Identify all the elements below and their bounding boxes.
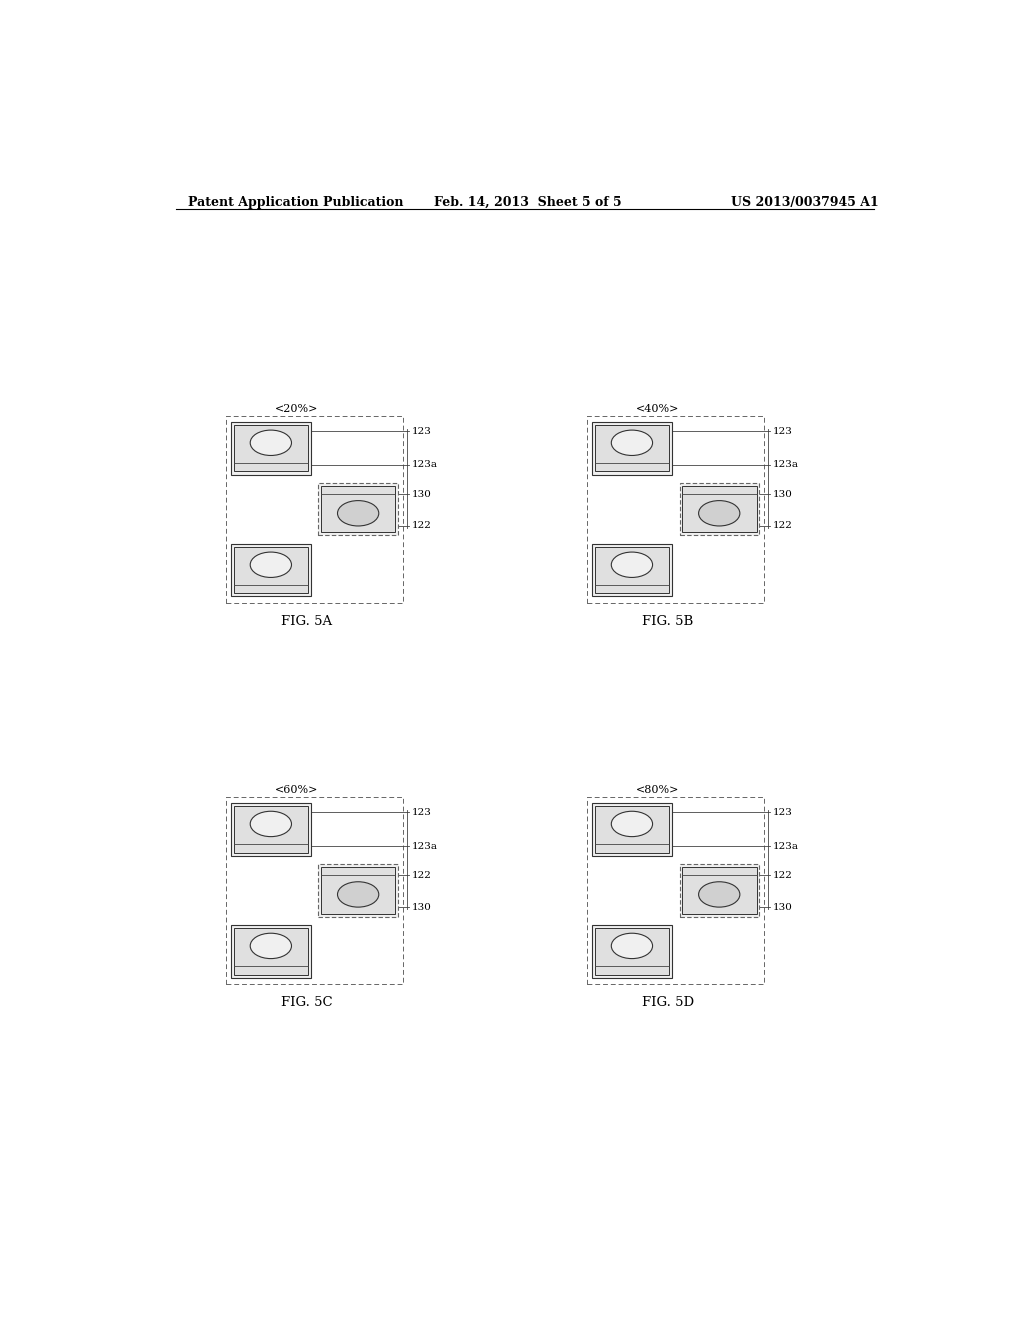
- Bar: [233, 928, 308, 974]
- Text: 122: 122: [772, 521, 793, 531]
- Text: 123: 123: [772, 808, 793, 817]
- Bar: [592, 544, 672, 597]
- Text: 122: 122: [412, 871, 431, 880]
- Text: 130: 130: [412, 490, 431, 499]
- Bar: [231, 803, 310, 855]
- Bar: [233, 546, 308, 594]
- Bar: [592, 421, 672, 474]
- Ellipse shape: [338, 500, 379, 525]
- Text: FIG. 5C: FIG. 5C: [281, 995, 333, 1008]
- Text: 122: 122: [412, 521, 431, 531]
- Text: 123a: 123a: [772, 842, 799, 850]
- Ellipse shape: [698, 882, 740, 907]
- Text: <60%>: <60%>: [274, 784, 318, 795]
- Ellipse shape: [250, 933, 292, 958]
- Ellipse shape: [611, 812, 652, 837]
- Bar: [588, 797, 764, 983]
- Ellipse shape: [338, 882, 379, 907]
- Text: Patent Application Publication: Patent Application Publication: [187, 195, 403, 209]
- Text: 122: 122: [772, 871, 793, 880]
- Text: 123: 123: [412, 808, 431, 817]
- Bar: [595, 928, 670, 974]
- Text: 123a: 123a: [412, 461, 437, 470]
- Text: FIG. 5B: FIG. 5B: [642, 615, 693, 628]
- Bar: [233, 425, 308, 471]
- Bar: [226, 416, 402, 602]
- Bar: [321, 867, 395, 913]
- Ellipse shape: [250, 430, 292, 455]
- Bar: [231, 421, 310, 474]
- Text: <20%>: <20%>: [274, 404, 318, 413]
- Text: <80%>: <80%>: [636, 784, 679, 795]
- Bar: [231, 925, 310, 978]
- Bar: [233, 805, 308, 853]
- Bar: [595, 546, 670, 594]
- Ellipse shape: [611, 552, 652, 577]
- Text: 130: 130: [412, 903, 431, 912]
- Text: US 2013/0037945 A1: US 2013/0037945 A1: [731, 195, 879, 209]
- Ellipse shape: [250, 552, 292, 577]
- Bar: [680, 863, 759, 916]
- Bar: [682, 867, 757, 913]
- Text: Feb. 14, 2013  Sheet 5 of 5: Feb. 14, 2013 Sheet 5 of 5: [433, 195, 622, 209]
- Text: 130: 130: [772, 490, 793, 499]
- Text: 123: 123: [412, 426, 431, 436]
- Bar: [595, 425, 670, 471]
- Bar: [592, 925, 672, 978]
- Text: FIG. 5A: FIG. 5A: [281, 615, 332, 628]
- Text: 123: 123: [772, 426, 793, 436]
- Ellipse shape: [611, 933, 652, 958]
- Ellipse shape: [611, 430, 652, 455]
- Bar: [231, 544, 310, 597]
- Bar: [588, 416, 764, 602]
- Bar: [592, 803, 672, 855]
- Text: <40%>: <40%>: [636, 404, 679, 413]
- Bar: [318, 483, 397, 536]
- Bar: [321, 486, 395, 532]
- Bar: [682, 486, 757, 532]
- Ellipse shape: [250, 812, 292, 837]
- Bar: [318, 863, 397, 916]
- Bar: [226, 797, 402, 983]
- Text: 130: 130: [772, 903, 793, 912]
- Text: 123a: 123a: [772, 461, 799, 470]
- Text: FIG. 5D: FIG. 5D: [642, 995, 693, 1008]
- Text: 123a: 123a: [412, 842, 437, 850]
- Bar: [595, 805, 670, 853]
- Bar: [680, 483, 759, 536]
- Ellipse shape: [698, 500, 740, 525]
